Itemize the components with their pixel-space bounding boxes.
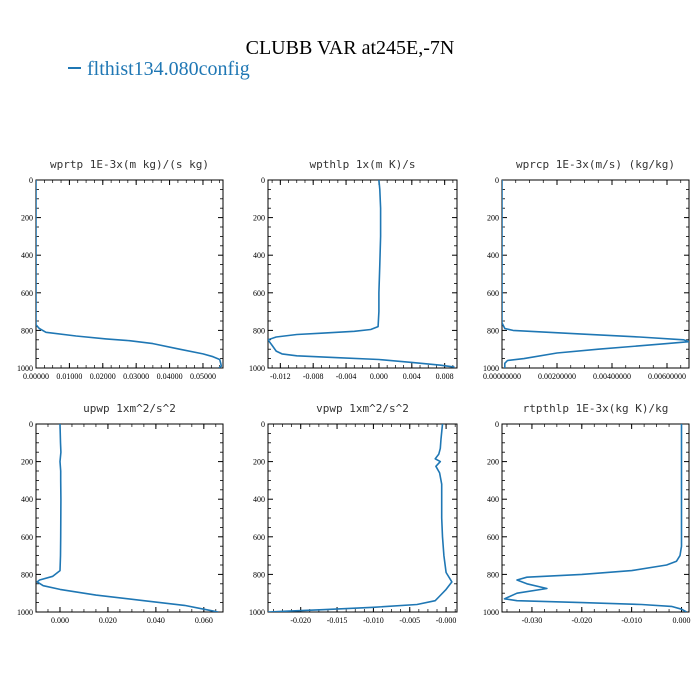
- y-tick-label: 600: [487, 289, 499, 298]
- y-tick-label: 400: [253, 495, 265, 504]
- y-tick-label: 0: [495, 420, 499, 429]
- series-line-1: [268, 180, 455, 368]
- x-tick-label: 0.03000: [123, 372, 149, 381]
- panel-title: rtpthlp 1E-3x(kg K)/kg: [523, 402, 669, 415]
- series-line-1: [36, 180, 223, 368]
- y-tick-label: 600: [21, 289, 33, 298]
- x-tick-label: 0.000: [51, 616, 69, 625]
- chart-panel-5: vpwp 1xm^2/s^2 0 200 400 600 800 1000 -0.020 -0.…: [249, 402, 458, 625]
- chart-panel-3: wprcp 1E-3x(m/s) (kg/kg) 0 200 400 600 800 100…: [483, 158, 690, 381]
- x-tick-label: 0.04000: [157, 372, 183, 381]
- y-tick-label: 200: [21, 214, 33, 223]
- plot-frame: [35, 423, 224, 613]
- x-tick-label: 0.00000: [23, 372, 49, 381]
- y-tick-label: 400: [253, 251, 265, 260]
- x-tick-label: 0.060: [195, 616, 213, 625]
- x-tick-label: 0.000: [370, 372, 388, 381]
- y-tick-label: 0: [495, 176, 499, 185]
- panel-title: wprcp 1E-3x(m/s) (kg/kg): [516, 158, 675, 171]
- x-tick-label: -0.010: [621, 616, 642, 625]
- y-tick-label: 1000: [483, 608, 499, 617]
- y-tick-label: 1000: [483, 364, 499, 373]
- x-tick-label: 0.00600000: [648, 372, 686, 381]
- chart-panel-2: wpthlp 1x(m K)/s 0 200 400 600 800 1000 -0.012 -…: [249, 158, 458, 381]
- y-tick-label: 200: [487, 458, 499, 467]
- x-tick-label: -0.005: [399, 616, 420, 625]
- x-tick-label: -0.000: [436, 616, 457, 625]
- panel-title: wpthlp 1x(m K)/s: [310, 158, 416, 171]
- x-tick-label: -0.004: [336, 372, 357, 381]
- chart-panel-4: upwp 1xm^2/s^2 0 200 400 600 800 1000 0.000 0.02…: [17, 402, 224, 625]
- plot-frame: [35, 179, 224, 369]
- plot-frame: [267, 423, 458, 613]
- x-tick-label: -0.020: [290, 616, 311, 625]
- x-tick-label: -0.012: [270, 372, 291, 381]
- y-tick-label: 200: [253, 458, 265, 467]
- y-tick-label: 0: [29, 420, 33, 429]
- y-tick-label: 800: [487, 326, 499, 335]
- legend-line-swatch: [68, 67, 81, 70]
- chart-panel-1: wprtp 1E-3x(m kg)/(s kg) 0 200 400 600 800 100…: [17, 158, 224, 381]
- panel-title: wprtp 1E-3x(m kg)/(s kg): [50, 158, 209, 171]
- x-tick-label: -0.020: [571, 616, 592, 625]
- y-tick-label: 600: [21, 533, 33, 542]
- y-tick-label: 400: [487, 251, 499, 260]
- y-tick-label: 400: [487, 495, 499, 504]
- legend-label: flthist134.080config: [87, 58, 250, 80]
- x-tick-label: 0.040: [147, 616, 165, 625]
- y-tick-label: 200: [487, 214, 499, 223]
- y-tick-label: 600: [487, 533, 499, 542]
- x-tick-label: 0.05000: [190, 372, 216, 381]
- x-tick-label: -0.015: [327, 616, 348, 625]
- x-tick-label: 0.020: [99, 616, 117, 625]
- plot-frame: [501, 179, 690, 369]
- y-tick-label: 0: [29, 176, 33, 185]
- x-tick-label: -0.030: [522, 616, 543, 625]
- x-tick-label: 0.000: [673, 616, 691, 625]
- y-tick-label: 200: [21, 458, 33, 467]
- y-tick-label: 800: [253, 326, 265, 335]
- y-tick-label: 0: [261, 420, 265, 429]
- series-line-1: [503, 424, 687, 612]
- y-tick-label: 1000: [17, 608, 33, 617]
- y-tick-label: 800: [253, 570, 265, 579]
- y-tick-label: 1000: [249, 608, 265, 617]
- x-tick-label: -0.008: [303, 372, 324, 381]
- y-tick-label: 600: [253, 533, 265, 542]
- x-tick-label: 0.01000: [56, 372, 82, 381]
- y-tick-label: 0: [261, 176, 265, 185]
- y-tick-label: 1000: [17, 364, 33, 373]
- y-tick-label: 600: [253, 289, 265, 298]
- x-tick-label: 0.00000000: [483, 372, 521, 381]
- y-tick-label: 1000: [249, 364, 265, 373]
- chart-panel-6: rtpthlp 1E-3x(kg K)/kg 0 200 400 600 800 1000 -…: [483, 402, 691, 625]
- y-tick-label: 400: [21, 495, 33, 504]
- x-tick-label: 0.02000: [90, 372, 116, 381]
- x-tick-label: 0.004: [403, 372, 421, 381]
- panel-title: upwp 1xm^2/s^2: [83, 402, 176, 415]
- panel-title: vpwp 1xm^2/s^2: [316, 402, 409, 415]
- x-tick-label: 0.008: [436, 372, 454, 381]
- legend: flthist134.080config: [68, 58, 250, 81]
- series-line-1: [502, 180, 689, 368]
- x-tick-label: -0.010: [363, 616, 384, 625]
- x-tick-label: 0.00400000: [593, 372, 631, 381]
- figure-title: CLUBB VAR at245E,-7N: [245, 37, 455, 59]
- x-tick-label: 0.00200000: [538, 372, 576, 381]
- y-tick-label: 800: [21, 326, 33, 335]
- y-tick-label: 800: [487, 570, 499, 579]
- plot-frame: [267, 179, 458, 369]
- series-line-1: [268, 424, 453, 612]
- series-line-1: [36, 424, 219, 612]
- y-tick-label: 800: [21, 570, 33, 579]
- y-tick-label: 400: [21, 251, 33, 260]
- y-tick-label: 200: [253, 214, 265, 223]
